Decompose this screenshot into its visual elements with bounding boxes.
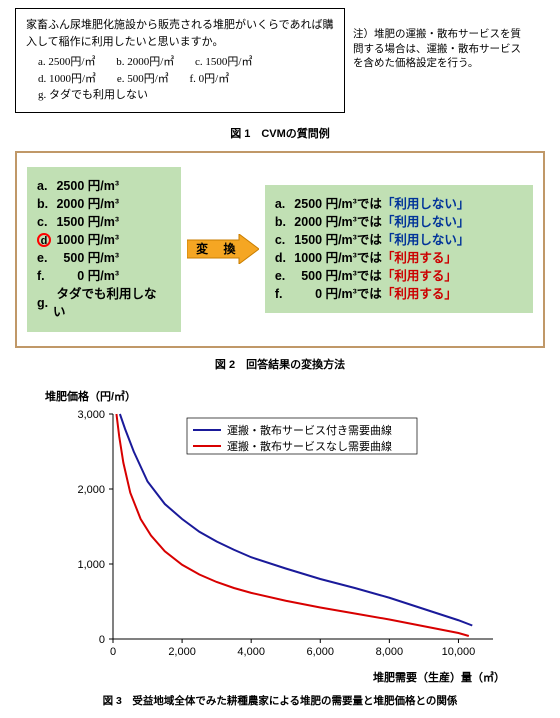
x-axis-label: 堆肥需要（生産）量（㎥）: [15, 669, 545, 685]
opt-a: a. 2500円/㎥: [38, 54, 95, 71]
question-text: 家畜ふん尿堆肥化施設から販売される堆肥がいくらであれば購入して稲作に利用したいと…: [26, 17, 334, 50]
svg-text:運搬・散布サービスなし需要曲線: 運搬・散布サービスなし需要曲線: [227, 439, 392, 453]
fig3-caption: 図 3 受益地域全体でみた耕種農家による堆肥の需要量と堆肥価格との関係: [0, 685, 560, 718]
opt-f: f. 0円/㎥: [190, 71, 230, 88]
fig3-block: 堆肥価格（円/㎥） 0 2,000 4,000 6,000 8,000 10,000 0 1,…: [0, 382, 560, 685]
opt-c: c. 1500円/㎥: [195, 54, 252, 71]
svg-text:6,000: 6,000: [306, 646, 334, 658]
opt-b: b. 2000円/㎥: [116, 54, 174, 71]
fig2-caption: 図 2 回答結果の変換方法: [0, 348, 560, 382]
opt-e: e. 500円/㎥: [117, 71, 169, 88]
svg-text:2,000: 2,000: [77, 484, 105, 496]
fig1-caption: 図 1 CVMの質問例: [0, 117, 560, 151]
opt-g: g. タダでも利用しない: [38, 87, 148, 104]
svg-text:運搬・散布サービス付き需要曲線: 運搬・散布サービス付き需要曲線: [227, 423, 392, 437]
svg-text:1,000: 1,000: [77, 559, 105, 571]
right-box: a. 2500 円/m³では「利用しない」b. 2000 円/m³では「利用しな…: [265, 185, 533, 314]
svg-text:0: 0: [109, 646, 115, 658]
question-box: 家畜ふん尿堆肥化施設から販売される堆肥がいくらであれば購入して稲作に利用したいと…: [15, 8, 345, 113]
svg-text:2,000: 2,000: [168, 646, 196, 658]
fig1-block: 家畜ふん尿堆肥化施設から販売される堆肥がいくらであれば購入して稲作に利用したいと…: [0, 0, 560, 117]
fig1-note: 注）堆肥の運搬・散布サービスを質問する場合は、運搬・散布サービスを含めた価格設定…: [353, 8, 523, 72]
svg-text:0: 0: [98, 634, 104, 646]
fig2-block: a. 2500 円/m³b. 2000 円/m³c. 1500 円/m³d 10…: [15, 151, 545, 348]
question-options: a. 2500円/㎥ b. 2000円/㎥ c. 1500円/㎥ d. 1000…: [26, 50, 334, 104]
demand-chart: 0 2,000 4,000 6,000 8,000 10,000 0 1,000 2,000 3,…: [48, 404, 513, 669]
svg-text:10,000: 10,000: [441, 646, 475, 658]
left-box: a. 2500 円/m³b. 2000 円/m³c. 1500 円/m³d 10…: [27, 167, 181, 332]
y-axis-label: 堆肥価格（円/㎥）: [15, 388, 545, 404]
convert-arrow: 変 換: [187, 234, 259, 264]
arrow-label: 変 換: [187, 234, 251, 264]
svg-text:3,000: 3,000: [77, 409, 105, 421]
opt-d: d. 1000円/㎥: [38, 71, 96, 88]
svg-text:4,000: 4,000: [237, 646, 265, 658]
svg-text:8,000: 8,000: [375, 646, 403, 658]
